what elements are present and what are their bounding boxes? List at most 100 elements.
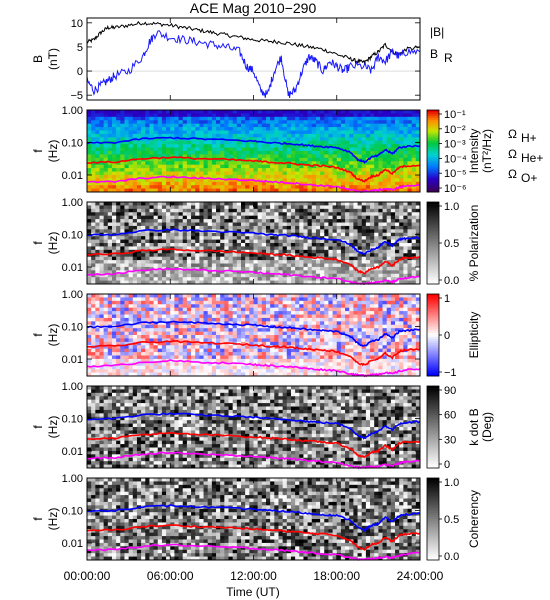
y-tick-label: 0.01: [62, 262, 83, 274]
y-tick-label: 1.00: [62, 105, 83, 117]
series-line-b-radial: [86, 30, 421, 98]
x-tick-label: 00:00:00: [64, 569, 111, 583]
x-tick-label: 18:00:00: [313, 569, 360, 583]
colorbar-tick-label: 0.5: [444, 238, 459, 250]
colorbar-tick-label: 0.0: [444, 551, 459, 563]
colorbar-tick-label: 1.0: [444, 201, 459, 213]
colorbar-power-spectrum: [427, 110, 439, 193]
y-tick-label: 0: [77, 66, 83, 78]
colorbar-tick-label: 1: [444, 293, 450, 305]
y-axis-unit: (Hz): [46, 508, 60, 531]
y-axis-unit: (Hz): [46, 324, 60, 347]
y-tick-label: 1.00: [62, 381, 83, 393]
y-tick-label: 5: [77, 42, 83, 54]
colorbar-tick-label: 10⁻⁶: [444, 183, 467, 195]
y-axis-unit: (Hz): [46, 416, 60, 439]
gyro-line-o-k-dot-b: [86, 451, 420, 470]
colorbar-tick-label: 10⁻⁵: [444, 168, 467, 180]
colorbar-label-polarization: % Polarization: [467, 205, 481, 282]
x-tick-label: 24:00:00: [397, 569, 444, 583]
colorbar-label-power-spectrum: Intensity: [467, 129, 481, 174]
colorbar-tick-label: −1: [444, 367, 457, 379]
y-tick-label: 0.10: [62, 414, 83, 426]
y-tick-label: 0.10: [62, 506, 83, 518]
y-axis-label: f: [31, 149, 45, 153]
y-tick-label: 1.00: [62, 289, 83, 301]
y-axis-unit: (Hz): [46, 232, 60, 255]
legend-omega-1: Ω: [508, 147, 517, 161]
colorbar-unit-k-dot-b: (Deg): [480, 412, 494, 442]
legend-omega-0: Ω: [508, 127, 517, 141]
colorbar-tick-label: 0: [444, 330, 450, 342]
y-tick-label: 0.10: [62, 322, 83, 334]
colorbar-tick-label: 0.0: [444, 275, 459, 287]
legend-b-radial: B: [430, 47, 438, 61]
y-axis-unit: (nT): [46, 48, 60, 70]
y-tick-label: 0.01: [62, 538, 83, 550]
colorbar-tick-label: 10⁻³: [444, 139, 466, 151]
y-tick-label: −5: [70, 90, 83, 102]
gyro-line-h-power-spectrum: [86, 136, 421, 164]
colorbar-frame-power-spectrum: [426, 109, 440, 193]
y-tick-label: 1.00: [62, 473, 83, 485]
y-axis-label: B: [31, 55, 45, 63]
heatmap-power-spectrum: [87, 110, 421, 193]
y-tick-label: 10: [71, 18, 83, 30]
colorbar-frame-k-dot-b: [426, 385, 440, 469]
y-tick-label: 0.10: [62, 230, 83, 242]
y-tick-label: 0.10: [62, 138, 83, 150]
colorbar-tick-label: 10⁻²: [444, 124, 466, 136]
x-axis-label: Time (UT): [226, 585, 280, 599]
colorbar-coherency: [427, 478, 439, 561]
gyro-line-h-k-dot-b: [87, 412, 421, 440]
colorbar-tick-label: 0.5: [444, 514, 459, 526]
y-axis-label: f: [31, 425, 45, 429]
legend-b-total: |B|: [430, 25, 444, 39]
colorbar-tick-label: 30: [444, 434, 456, 446]
legend-omega-2: Ω: [508, 167, 517, 181]
y-axis-label: f: [31, 241, 45, 245]
heatmap-ellipticity: [87, 294, 421, 377]
y-axis-label: f: [31, 517, 45, 521]
y-axis-unit: (Hz): [46, 140, 60, 163]
y-axis-label: f: [31, 333, 45, 337]
chart-title: ACE Mag 2010−290: [190, 0, 317, 16]
gyro-line-he-power-spectrum: [87, 156, 421, 183]
series-line-b-total: [86, 20, 421, 65]
colorbar-label-ellipticity: Ellipticity: [467, 312, 481, 359]
legend-omega-sub-0: H+: [521, 131, 537, 145]
colorbar-tick-label: 0: [444, 459, 450, 471]
colorbar-tick-label: 10⁻¹: [444, 109, 466, 121]
gyro-line-he-polarization: [86, 248, 420, 275]
colorbar-label-k-dot-b: k dot B: [467, 408, 481, 445]
y-tick-label: 1.00: [62, 197, 83, 209]
colorbar-tick-label: 10⁻⁴: [444, 153, 467, 165]
y-tick-label: 0.01: [62, 354, 83, 366]
gyro-line-o-coherency: [86, 543, 421, 561]
gyro-line-he-coherency: [86, 524, 421, 551]
axes-layer: [86, 17, 442, 561]
colorbar-k-dot-b: [427, 386, 439, 469]
x-tick-label: 06:00:00: [147, 569, 194, 583]
gyro-line-he-k-dot-b: [86, 431, 421, 459]
gyro-line-h-coherency: [86, 504, 421, 533]
gyro-line-o-power-spectrum: [86, 175, 421, 194]
gyro-line-h-polarization: [86, 228, 421, 255]
legend-b-radial-sub: R: [444, 51, 453, 65]
gyro-line-h-ellipticity: [86, 320, 421, 347]
gyro-line-he-ellipticity: [87, 339, 421, 367]
y-tick-label: 0.01: [62, 446, 83, 458]
gyro-line-o-ellipticity: [86, 359, 421, 378]
colorbar-tick-label: 1.0: [444, 477, 459, 489]
colorbar-tick-label: 60: [444, 410, 456, 422]
heatmap-polarization: [87, 202, 421, 285]
legend-omega-sub-1: He+: [521, 151, 543, 165]
colorbar-polarization: [427, 202, 439, 285]
heatmap-coherency: [87, 478, 421, 561]
legend-omega-sub-2: O+: [521, 171, 537, 185]
colorbar-unit-power-spectrum: (nT²/Hz): [480, 129, 494, 173]
y-tick-label: 0.01: [62, 170, 83, 182]
colorbar-label-coherency: Coherency: [467, 490, 481, 548]
